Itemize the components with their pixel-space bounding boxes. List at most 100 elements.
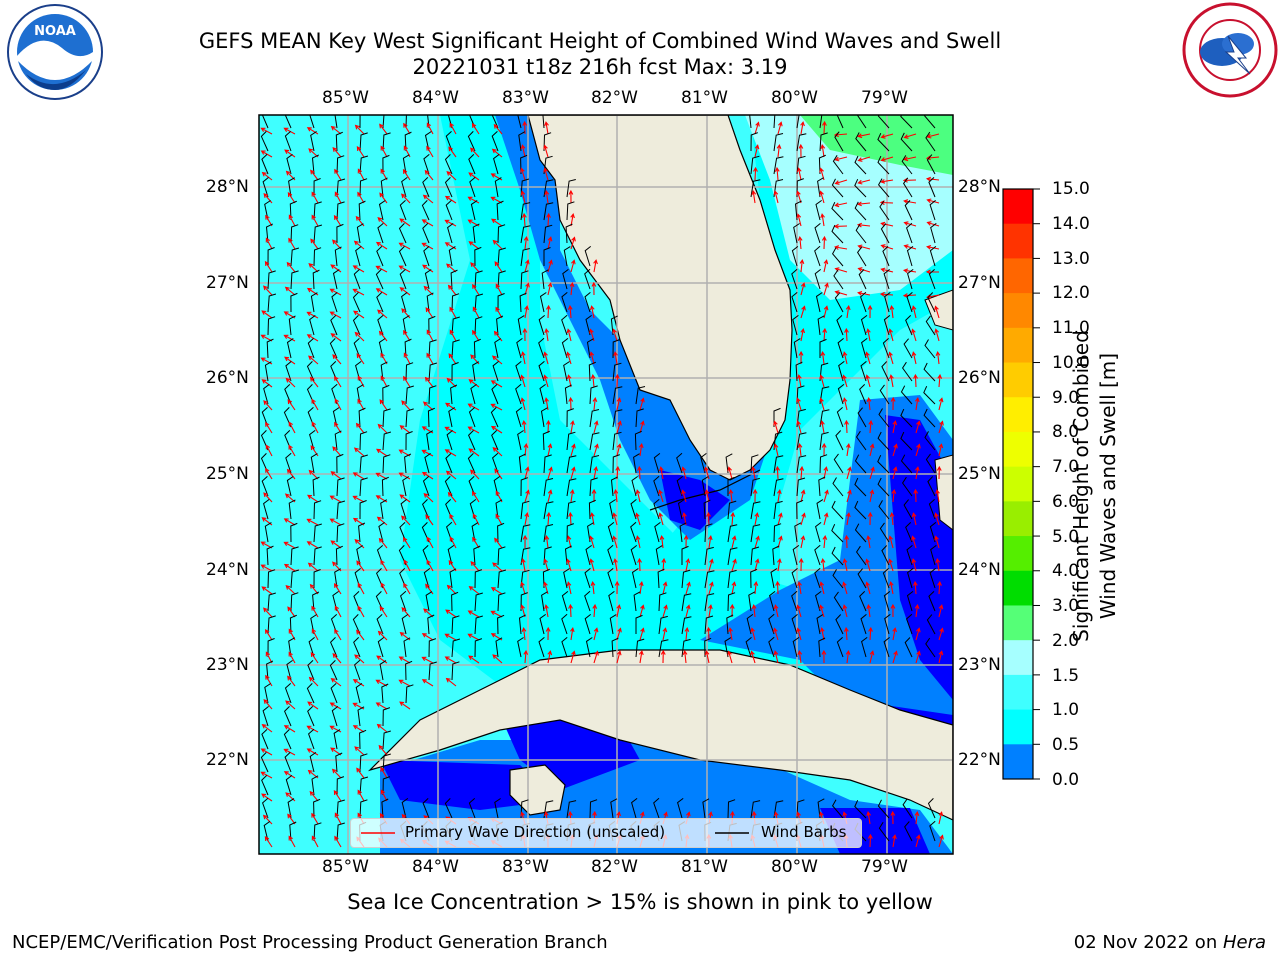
- wind-barb: [566, 500, 576, 520]
- wave-direction-arrow: [524, 466, 530, 480]
- wave-direction-arrow: [311, 398, 319, 411]
- wind-barb: [378, 521, 385, 543]
- wave-direction-arrow: [353, 447, 365, 457]
- wave-direction-arrow: [869, 489, 875, 503]
- wave-direction-arrow: [867, 304, 873, 319]
- wind-barb: [902, 798, 913, 819]
- wind-barb: [308, 728, 315, 750]
- wind-barb: [877, 132, 890, 152]
- wave-direction-arrow: [262, 814, 273, 825]
- wind-barb: [796, 499, 804, 520]
- wave-direction-arrow: [796, 627, 802, 641]
- wave-direction-arrow: [492, 239, 503, 250]
- wave-direction-arrow: [288, 237, 296, 250]
- wave-direction-arrow: [938, 604, 944, 618]
- wind-barb: [423, 154, 430, 175]
- wave-direction-arrow: [425, 514, 434, 526]
- wind-barb: [681, 638, 691, 658]
- wind-barb: [566, 201, 575, 221]
- wind-barb: [772, 545, 780, 566]
- wind-barb: [289, 821, 297, 842]
- wind-barb: [814, 245, 821, 267]
- wave-direction-arrow: [470, 147, 480, 158]
- wave-direction-arrow: [403, 582, 411, 595]
- wave-direction-arrow: [937, 373, 943, 388]
- wind-barb: [655, 545, 663, 566]
- wind-barb: [382, 408, 391, 428]
- wind-barb: [791, 614, 798, 635]
- wind-barb: [609, 499, 616, 520]
- wind-barb: [703, 499, 711, 520]
- wave-direction-arrow: [520, 558, 526, 572]
- wave-direction-arrow: [866, 396, 872, 411]
- wave-direction-arrow: [890, 396, 896, 411]
- wave-direction-arrow: [520, 190, 526, 204]
- wave-direction-arrow: [570, 650, 576, 664]
- wind-barb: [377, 637, 385, 658]
- wind-barb: [444, 177, 453, 198]
- wave-direction-arrow: [639, 627, 645, 641]
- wave-direction-arrow: [589, 535, 595, 549]
- wave-direction-arrow: [823, 282, 829, 296]
- wave-direction-arrow: [592, 603, 598, 618]
- wave-direction-arrow: [903, 133, 917, 139]
- wind-barb: [906, 613, 913, 635]
- wave-direction-arrow: [638, 442, 644, 457]
- wind-barb: [677, 798, 684, 819]
- wave-direction-arrow: [494, 261, 503, 273]
- wind-barb: [286, 659, 293, 681]
- wave-direction-arrow: [283, 725, 296, 733]
- florida-land: [527, 115, 793, 481]
- wave-direction-arrow: [261, 517, 273, 526]
- wind-barb: [330, 614, 338, 635]
- wave-direction-arrow: [935, 557, 941, 572]
- wave-direction-arrow: [445, 609, 457, 618]
- wave-direction-arrow: [306, 748, 319, 756]
- wave-direction-arrow: [448, 146, 457, 158]
- wind-barb: [817, 177, 824, 198]
- wind-barb: [923, 115, 936, 129]
- wind-barb: [566, 523, 574, 543]
- wind-barb: [607, 544, 614, 566]
- wave-direction-arrow: [492, 447, 503, 457]
- wave-direction-arrow: [842, 604, 848, 618]
- wave-direction-arrow: [357, 605, 365, 618]
- wind-barb: [261, 154, 269, 175]
- wave-direction-arrow: [616, 420, 622, 434]
- lat-label-left: 28°N: [206, 177, 249, 197]
- wave-direction-arrow: [591, 281, 597, 296]
- wave-direction-arrow: [938, 420, 944, 434]
- wind-barb: [906, 591, 914, 612]
- wind-barb: [883, 315, 891, 336]
- wave-direction-arrow: [401, 193, 411, 204]
- wind-barb: [819, 454, 828, 474]
- wind-barb: [543, 800, 554, 819]
- wind-barb: [566, 455, 577, 474]
- wave-direction-arrow: [445, 677, 457, 687]
- wind-barb: [906, 222, 913, 244]
- wind-barb: [859, 591, 867, 612]
- wind-barb: [517, 430, 524, 451]
- wind-barb: [313, 178, 321, 198]
- wind-barb: [264, 522, 272, 543]
- wind-barb: [335, 131, 343, 152]
- wind-barb: [906, 292, 913, 313]
- wave-direction-arrow: [568, 511, 573, 526]
- wind-barb: [309, 430, 316, 451]
- wind-barb: [773, 455, 784, 474]
- vector-field: [260, 115, 944, 848]
- wind-barb: [468, 476, 476, 497]
- wave-direction-arrow: [375, 288, 388, 296]
- wind-barb: [307, 338, 315, 359]
- wave-direction-arrow: [421, 449, 434, 457]
- wave-direction-arrow: [800, 512, 806, 526]
- wind-barb: [375, 591, 384, 612]
- wind-barb: [359, 454, 368, 474]
- wind-barb: [543, 202, 554, 221]
- wave-direction-arrow: [685, 581, 691, 595]
- wind-barb: [584, 268, 591, 290]
- wind-barb: [520, 592, 528, 612]
- wind-barb: [883, 591, 891, 612]
- wind-barb: [444, 798, 453, 819]
- lon-label-bottom: 82°W: [591, 857, 638, 877]
